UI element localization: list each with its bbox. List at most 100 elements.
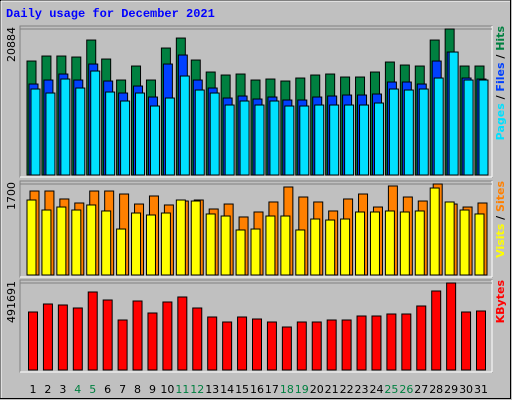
legend-entry: KBytes	[494, 280, 507, 324]
bar	[311, 321, 322, 371]
bar	[384, 210, 395, 276]
bar	[209, 92, 220, 176]
x-tick-label: 11	[175, 383, 189, 396]
bar	[399, 211, 410, 276]
bar	[373, 102, 384, 176]
x-tick-label: 18	[280, 383, 294, 396]
bar	[101, 210, 112, 276]
bar	[476, 310, 486, 371]
bar	[416, 305, 427, 371]
x-tick-label: 13	[205, 383, 219, 396]
x-tick-label: 5	[89, 383, 96, 396]
bar	[175, 199, 186, 276]
bar	[250, 228, 261, 276]
legend-separator: /	[494, 51, 507, 63]
legend-entry: Pages	[494, 103, 507, 141]
bar	[135, 92, 146, 176]
bar	[299, 105, 310, 176]
x-tick-label: 21	[325, 383, 339, 396]
bar	[235, 229, 246, 276]
bar	[329, 104, 340, 176]
bar	[269, 100, 280, 176]
bar	[478, 79, 489, 176]
bar	[326, 319, 337, 371]
x-tick-label: 26	[399, 383, 413, 396]
x-tick-label: 9	[149, 383, 156, 396]
bar	[386, 313, 397, 371]
bar	[57, 304, 68, 371]
bar	[433, 77, 444, 176]
bar	[356, 315, 367, 371]
x-tick-label: 10	[160, 383, 174, 396]
bar	[145, 214, 156, 276]
legend-separator: /	[494, 212, 507, 224]
bar	[149, 105, 160, 176]
bar	[388, 88, 399, 176]
legend: Visits / Sites	[494, 181, 507, 258]
bar	[116, 228, 127, 276]
bar	[56, 206, 67, 276]
legend-entry: Visits	[494, 223, 507, 258]
legend-separator: /	[494, 92, 507, 104]
legend-entry: Files	[494, 62, 507, 92]
bar	[194, 89, 205, 176]
bar	[160, 212, 171, 276]
bar	[444, 201, 455, 276]
x-tick-label: 6	[104, 383, 111, 396]
x-tick-label: 22	[340, 383, 354, 396]
x-tick-label: 24	[369, 383, 383, 396]
bar	[207, 316, 218, 371]
bar	[102, 299, 113, 371]
bar	[190, 200, 201, 276]
bar	[371, 315, 382, 371]
bar	[120, 100, 131, 176]
bar	[265, 215, 276, 276]
bar	[314, 104, 325, 176]
x-tick-label: 28	[429, 383, 443, 396]
bar	[71, 209, 82, 276]
bar	[474, 213, 485, 276]
bar	[220, 215, 231, 276]
x-tick-label: 4	[74, 383, 81, 396]
x-tick-label: 14	[220, 383, 234, 396]
bar	[72, 307, 83, 371]
bar	[164, 97, 175, 176]
bar	[403, 89, 414, 176]
x-tick-label: 17	[265, 383, 279, 396]
x-tick-label: 15	[235, 383, 249, 396]
x-tick-label: 31	[474, 383, 488, 396]
bar	[162, 301, 173, 371]
bar	[252, 318, 262, 371]
bar	[296, 321, 307, 371]
x-tick-label: 7	[119, 383, 126, 396]
bar	[446, 282, 457, 371]
bar	[28, 311, 38, 371]
bar	[340, 218, 351, 276]
bar	[266, 321, 277, 371]
legend: Pages / Files / Hits	[494, 26, 507, 141]
bar	[105, 91, 116, 176]
x-tick-label: 1	[30, 383, 37, 396]
bar	[325, 219, 336, 276]
bar	[131, 212, 142, 276]
bar	[280, 215, 291, 276]
bar	[30, 88, 41, 176]
bar	[284, 105, 295, 176]
bar	[192, 307, 203, 371]
bar	[355, 211, 366, 276]
x-tick-label: 12	[190, 383, 204, 396]
x-tick-label: 19	[295, 383, 309, 396]
bar	[224, 104, 235, 176]
bar	[459, 209, 470, 276]
bar	[254, 104, 265, 176]
bar	[341, 319, 352, 371]
bar	[147, 312, 158, 371]
x-tick-label: 3	[59, 383, 66, 396]
legend-entry: Hits	[494, 26, 507, 51]
bar	[463, 79, 474, 176]
bar	[87, 291, 98, 371]
bar	[26, 199, 37, 276]
y-tick-label: 1700	[5, 182, 18, 210]
bar	[205, 213, 216, 276]
